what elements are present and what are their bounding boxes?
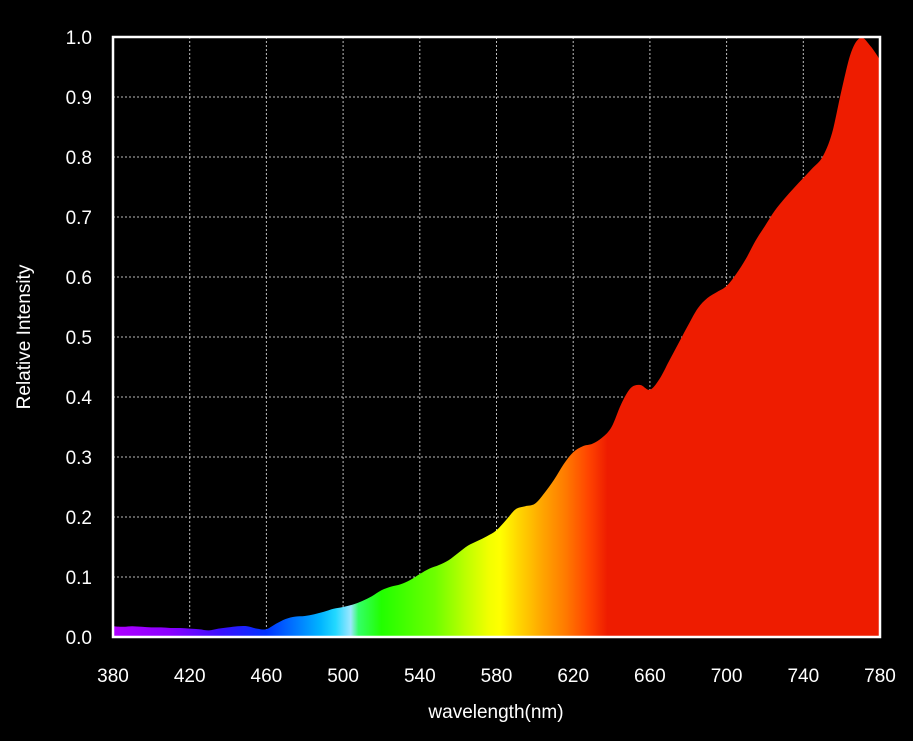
plot-frame — [111, 35, 882, 639]
x-tick-label-500: 500 — [327, 666, 359, 687]
y-tick-label-0.5: 0.5 — [66, 328, 92, 349]
y-tick-label-1.0: 1.0 — [66, 28, 92, 49]
y-tick-label-0.3: 0.3 — [66, 448, 92, 469]
y-tick-label-0.9: 0.9 — [66, 88, 92, 109]
x-tick-label-620: 620 — [557, 666, 589, 687]
x-tick-label-780: 780 — [864, 666, 896, 687]
x-tick-label-580: 580 — [481, 666, 513, 687]
x-tick-label-460: 460 — [251, 666, 283, 687]
y-tick-label-0.8: 0.8 — [66, 148, 92, 169]
y-tick-label-0.0: 0.0 — [66, 628, 92, 649]
y-tick-label-0.1: 0.1 — [66, 568, 92, 589]
x-tick-label-740: 740 — [787, 666, 819, 687]
y-tick-label-0.7: 0.7 — [66, 208, 92, 229]
x-tick-label-660: 660 — [634, 666, 666, 687]
y-tick-label-0.2: 0.2 — [66, 508, 92, 529]
x-axis-title: wavelength(nm) — [427, 702, 563, 723]
y-tick-labels: 0.0 0.1 0.2 0.3 0.4 0.5 0.6 0.7 0.8 0.9 1.0 — [66, 28, 93, 649]
spectrum-area — [113, 37, 880, 638]
y-axis-title: Relative Intensity — [14, 264, 35, 409]
x-tick-label-540: 540 — [404, 666, 436, 687]
spectrum-area-layer — [113, 37, 880, 638]
x-tick-label-420: 420 — [174, 666, 206, 687]
x-tick-label-380: 380 — [97, 666, 129, 687]
y-tick-label-0.6: 0.6 — [66, 268, 92, 289]
x-tick-labels: 380 420 460 500 540 580 620 660 700 740 780 — [97, 666, 896, 687]
y-tick-label-0.4: 0.4 — [66, 388, 93, 409]
x-tick-label-700: 700 — [711, 666, 743, 687]
